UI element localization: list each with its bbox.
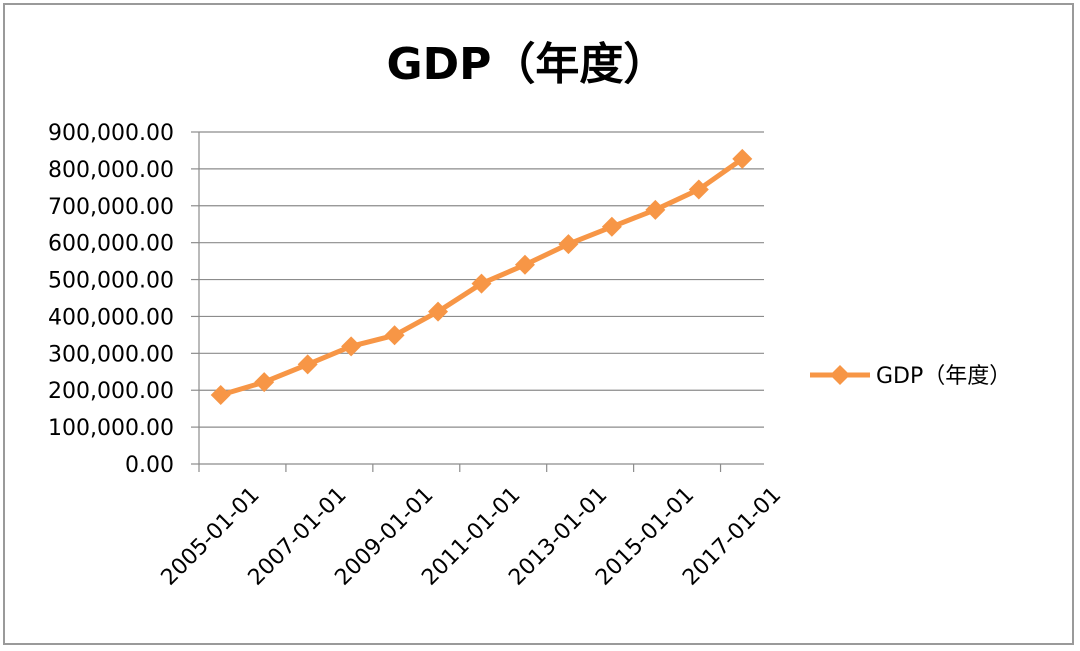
data-point-marker xyxy=(601,216,622,237)
y-tick-label: 500,000.00 xyxy=(48,269,174,294)
y-tick-label: 900,000.00 xyxy=(48,121,174,146)
data-point-marker xyxy=(384,325,405,346)
y-axis-tick-labels: 0.00 100,000.00 200,000.00 300,000.00 400,00… xyxy=(48,121,174,478)
data-point-marker xyxy=(297,354,318,375)
gridlines xyxy=(199,131,764,428)
y-tick-label: 0.00 xyxy=(125,453,174,478)
legend-diamond-marker xyxy=(830,365,850,385)
y-tick-label: 100,000.00 xyxy=(48,416,174,441)
data-point-marker xyxy=(688,179,709,200)
data-point-marker xyxy=(732,148,753,169)
legend-label: GDP（年度） xyxy=(876,364,1011,389)
data-point-marker xyxy=(558,234,579,255)
chart-frame xyxy=(3,3,1074,645)
chart-title: GDP（年度） xyxy=(387,39,668,90)
data-point-marker xyxy=(341,336,362,357)
data-point-marker xyxy=(210,385,231,406)
y-tick-label: 700,000.00 xyxy=(48,195,174,220)
y-tick-label: 300,000.00 xyxy=(48,342,174,367)
y-tick-label: 400,000.00 xyxy=(48,305,174,330)
legend: GDP（年度） xyxy=(810,364,1011,389)
data-point-marker xyxy=(514,254,535,275)
y-tick-label: 200,000.00 xyxy=(48,379,174,404)
series-gdp xyxy=(210,148,753,406)
y-tick-label: 800,000.00 xyxy=(48,158,174,183)
data-point-marker xyxy=(645,199,666,220)
data-point-marker xyxy=(428,301,449,322)
data-point-marker xyxy=(254,372,275,393)
data-point-marker xyxy=(471,273,492,294)
y-tick-label: 600,000.00 xyxy=(48,232,174,257)
x-axis-tick-labels: 2005-01-012007-01-012009-01-012011-01-01… xyxy=(157,483,787,591)
axes xyxy=(191,131,764,472)
